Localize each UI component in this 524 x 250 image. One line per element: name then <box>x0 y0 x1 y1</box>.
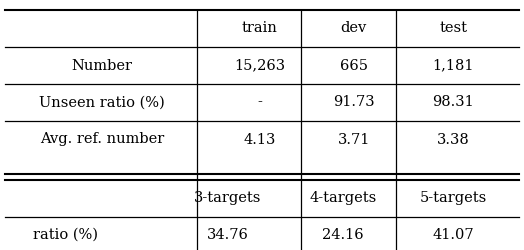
Text: 3-targets: 3-targets <box>194 191 261 205</box>
Text: 4-targets: 4-targets <box>310 191 377 205</box>
Text: 4.13: 4.13 <box>243 132 276 146</box>
Text: dev: dev <box>341 22 367 36</box>
Text: 15,263: 15,263 <box>234 58 285 72</box>
Text: 91.73: 91.73 <box>333 96 375 110</box>
Text: 665: 665 <box>340 58 368 72</box>
Text: Number: Number <box>72 58 133 72</box>
Text: 24.16: 24.16 <box>322 228 364 242</box>
Text: 98.31: 98.31 <box>432 96 474 110</box>
Text: ratio (%): ratio (%) <box>33 228 98 242</box>
Text: -: - <box>257 96 262 110</box>
Text: 41.07: 41.07 <box>432 228 474 242</box>
Text: Avg. ref. number: Avg. ref. number <box>40 132 165 146</box>
Text: 5-targets: 5-targets <box>420 191 487 205</box>
Text: 34.76: 34.76 <box>207 228 249 242</box>
Text: test: test <box>439 22 467 36</box>
Text: train: train <box>242 22 277 36</box>
Text: 1,181: 1,181 <box>432 58 474 72</box>
Text: 3.71: 3.71 <box>337 132 370 146</box>
Text: 3.38: 3.38 <box>437 132 470 146</box>
Text: Unseen ratio (%): Unseen ratio (%) <box>39 96 165 110</box>
